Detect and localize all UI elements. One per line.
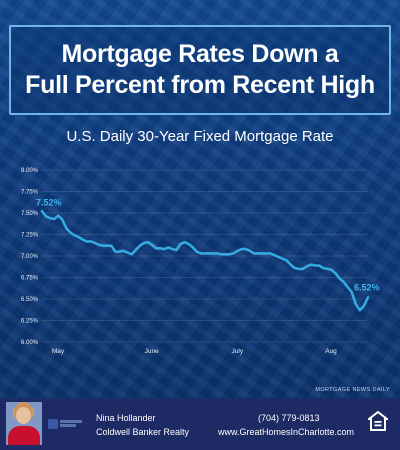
agent-website-link[interactable]: www.GreatHomesInCharlotte.com [218,427,355,437]
brokerage-logo-mark [60,419,82,428]
background-aerial-image [0,0,400,398]
equal-housing-opportunity-icon [368,411,388,431]
y-tick-label: 6.75% [21,276,39,282]
y-tick-label: 7.25% [21,233,39,239]
data-label: 6.52% [354,282,380,292]
headline-line-1: Mortgage Rates Down a [61,40,339,68]
agent-phone[interactable]: (704) 779-0813 [258,413,320,423]
y-tick-label: 7.50% [21,211,39,217]
brokerage-logo-icon [48,419,58,429]
mortgage-rate-chart: 8.00% 7.75% 7.50% 7.25% 7.00% 6.75% 6.50% 6.25%… [21,168,380,355]
chart-title: U.S. Daily 30-Year Fixed Mortgage Rate [66,128,334,145]
agent-photo [6,402,42,445]
y-tick-label: 7.00% [21,254,39,260]
data-label: 7.52% [36,197,62,207]
x-tick-label: July [232,348,244,355]
y-tick-label: 6.25% [21,319,39,325]
y-tick-label: 6.00% [21,340,39,346]
series-line [40,210,370,312]
x-tick-label: May [52,348,65,355]
agent-name: Nina Hollander [96,413,156,423]
y-tick-label: 8.00% [21,168,39,174]
agent-company: Coldwell Banker Realty [96,427,190,437]
x-tick-label: June [145,348,159,355]
x-tick-label: Aug [325,348,337,355]
source-label: MORTGAGE NEWS DAILY [315,387,390,393]
headline-box: Mortgage Rates Down a Full Percent from … [9,25,391,115]
headline-line-2: Full Percent from Recent High [25,71,375,99]
y-tick-label: 6.50% [21,297,39,303]
y-tick-label: 7.75% [21,190,39,196]
